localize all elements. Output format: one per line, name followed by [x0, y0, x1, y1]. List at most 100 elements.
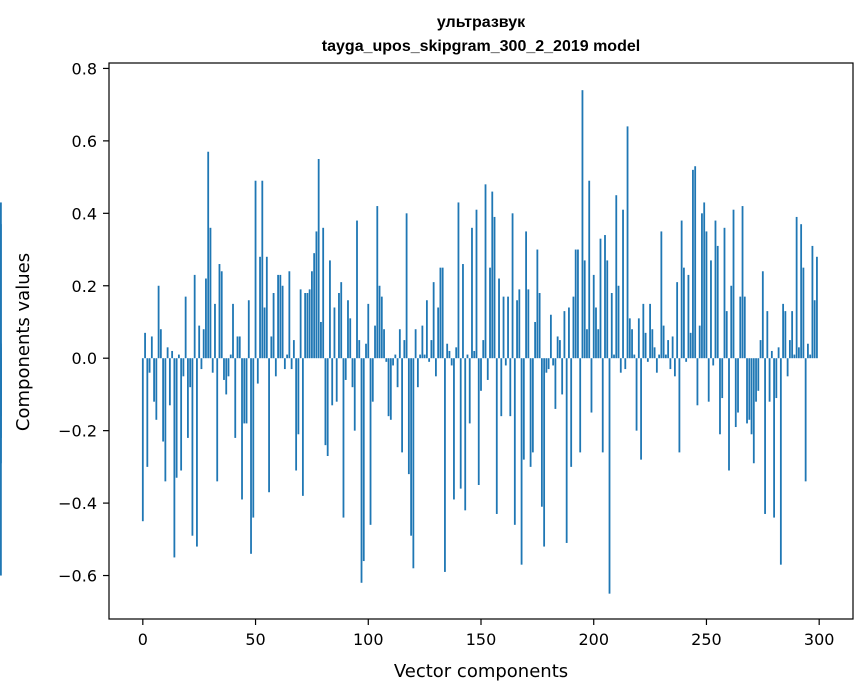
bar — [777, 347, 780, 359]
bar — [565, 358, 568, 543]
bar — [423, 354, 426, 359]
bar — [692, 169, 694, 359]
bar — [457, 202, 460, 359]
bar — [617, 285, 620, 359]
bar — [207, 151, 210, 359]
bar — [340, 282, 343, 359]
bar — [446, 343, 449, 359]
bar — [412, 358, 415, 569]
bar — [649, 303, 651, 359]
bar — [398, 329, 401, 359]
bar — [538, 293, 541, 359]
bar — [507, 296, 509, 359]
bar — [475, 209, 478, 359]
bar — [678, 358, 681, 453]
bar — [437, 307, 440, 359]
bar — [743, 296, 746, 359]
bar — [671, 336, 674, 359]
bar — [579, 358, 582, 453]
bar — [498, 278, 500, 359]
bar — [297, 358, 300, 435]
bar — [425, 300, 428, 359]
bar — [707, 358, 710, 402]
bar — [389, 358, 392, 420]
bar — [597, 329, 600, 359]
bar — [561, 358, 564, 395]
bar — [468, 358, 471, 424]
bar — [290, 358, 293, 370]
plot-frame — [108, 62, 854, 620]
bar — [601, 358, 604, 453]
bar — [554, 358, 557, 409]
y-axis: −0.6 −0.4 −0.2 0.0 0.2 0.4 0.6 0.8 — [58, 59, 109, 586]
bar — [405, 213, 408, 359]
bar — [723, 227, 726, 359]
bar — [200, 358, 203, 370]
bar — [299, 289, 302, 359]
bar — [813, 300, 816, 359]
bar — [734, 358, 737, 428]
bar — [229, 354, 232, 359]
bar — [547, 358, 550, 370]
bar — [146, 358, 149, 467]
bar — [367, 303, 370, 359]
bar — [741, 206, 744, 359]
bar — [148, 358, 151, 373]
bar — [527, 289, 530, 359]
bar — [279, 274, 282, 359]
bar — [610, 293, 613, 359]
bar — [272, 293, 275, 359]
bar — [570, 358, 573, 467]
bar — [245, 358, 248, 424]
bar — [430, 340, 433, 359]
bar — [281, 285, 284, 359]
y-tick-label: 0.0 — [72, 349, 97, 368]
bar — [338, 293, 340, 359]
bar — [168, 358, 171, 406]
bar — [615, 195, 618, 359]
bar — [676, 282, 679, 359]
bar — [376, 206, 379, 359]
bar — [667, 340, 670, 359]
bar — [779, 358, 782, 565]
bar — [640, 358, 642, 460]
bar — [586, 329, 588, 359]
bar — [529, 358, 532, 467]
bar — [159, 329, 162, 359]
bar — [173, 358, 176, 558]
bar — [662, 325, 665, 359]
bar — [633, 354, 636, 359]
bar — [0, 358, 2, 464]
bar — [349, 318, 352, 359]
bar — [660, 231, 663, 359]
bar — [489, 267, 491, 359]
bar — [793, 354, 796, 359]
bar — [536, 249, 539, 359]
bar — [719, 358, 721, 435]
bar — [432, 282, 435, 359]
bar — [236, 336, 239, 359]
bar — [502, 296, 505, 359]
bar — [265, 256, 268, 359]
bar — [333, 307, 336, 359]
bar — [141, 358, 144, 522]
bar — [419, 354, 422, 359]
bar — [581, 90, 584, 359]
bar — [811, 245, 814, 359]
bar — [453, 358, 455, 500]
bar — [770, 350, 773, 359]
bar — [320, 321, 322, 359]
bar — [651, 329, 654, 359]
bar — [0, 358, 2, 576]
bar — [428, 358, 431, 362]
bar — [308, 289, 311, 359]
bar — [626, 126, 629, 359]
bar — [471, 227, 473, 359]
bar — [549, 314, 552, 359]
bar — [703, 202, 706, 359]
bar — [274, 358, 277, 377]
bar — [435, 358, 437, 377]
bar — [556, 336, 559, 359]
bar — [450, 358, 453, 366]
